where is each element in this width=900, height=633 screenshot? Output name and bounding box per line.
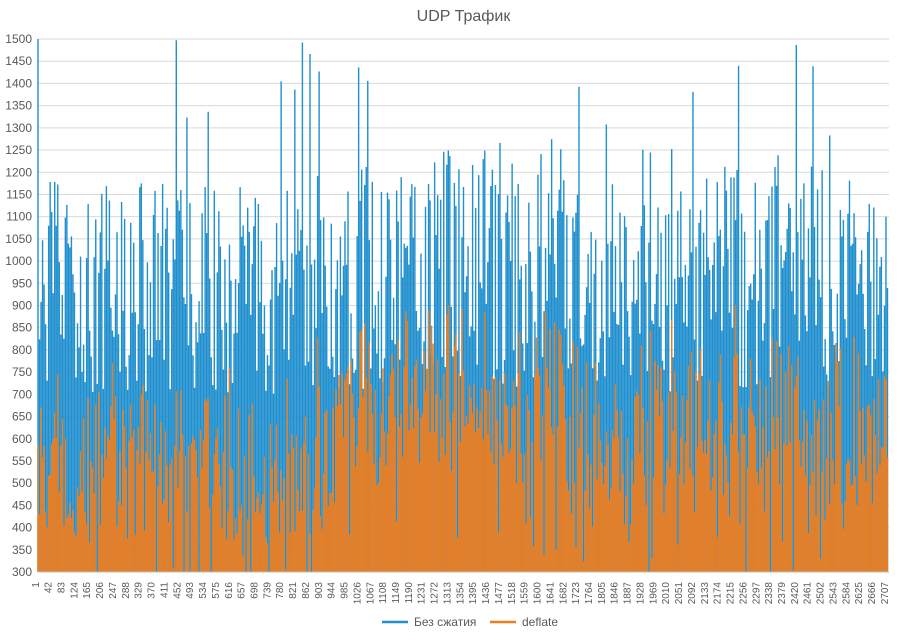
svg-text:903: 903: [314, 582, 325, 599]
svg-text:2707: 2707: [880, 582, 891, 605]
svg-text:2092: 2092: [687, 582, 698, 605]
svg-text:493: 493: [185, 582, 196, 599]
svg-text:600: 600: [12, 432, 32, 446]
svg-text:2051: 2051: [674, 582, 685, 605]
svg-text:780: 780: [275, 582, 286, 599]
svg-text:575: 575: [211, 582, 222, 599]
svg-text:1250: 1250: [5, 143, 32, 157]
svg-text:1100: 1100: [6, 210, 32, 224]
svg-text:83: 83: [56, 582, 67, 594]
svg-text:657: 657: [237, 582, 248, 599]
svg-text:700: 700: [12, 387, 32, 401]
svg-text:1969: 1969: [648, 582, 659, 605]
svg-text:1723: 1723: [571, 582, 582, 605]
svg-text:800: 800: [12, 343, 32, 357]
svg-text:2215: 2215: [726, 582, 737, 605]
svg-text:550: 550: [12, 454, 32, 468]
svg-text:2256: 2256: [738, 582, 749, 605]
svg-text:1050: 1050: [5, 232, 32, 246]
svg-text:288: 288: [121, 582, 132, 599]
svg-text:1500: 1500: [5, 32, 32, 46]
svg-text:370: 370: [147, 582, 158, 599]
svg-text:2297: 2297: [751, 582, 762, 605]
svg-text:2010: 2010: [661, 582, 672, 605]
svg-text:411: 411: [159, 582, 170, 598]
svg-text:534: 534: [198, 582, 209, 599]
svg-text:400: 400: [12, 521, 32, 535]
svg-text:750: 750: [12, 365, 32, 379]
svg-text:2666: 2666: [867, 582, 878, 605]
svg-text:944: 944: [327, 582, 338, 599]
svg-text:2502: 2502: [816, 582, 827, 605]
svg-text:985: 985: [340, 582, 351, 599]
svg-text:1272: 1272: [430, 582, 441, 605]
svg-text:1108: 1108: [378, 582, 389, 604]
svg-text:1682: 1682: [558, 582, 569, 605]
svg-text:329: 329: [134, 582, 145, 599]
svg-text:1150: 1150: [6, 187, 32, 201]
svg-text:1436: 1436: [481, 582, 492, 605]
svg-text:1846: 1846: [610, 582, 621, 605]
svg-text:2174: 2174: [713, 582, 724, 605]
svg-text:1067: 1067: [365, 582, 376, 605]
svg-text:1518: 1518: [507, 582, 518, 605]
svg-text:739: 739: [262, 582, 273, 599]
svg-text:300: 300: [12, 565, 32, 579]
svg-text:1149: 1149: [391, 582, 402, 604]
svg-text:1928: 1928: [635, 582, 646, 605]
svg-text:1000: 1000: [5, 254, 32, 268]
svg-text:124: 124: [69, 582, 80, 599]
svg-text:1300: 1300: [5, 121, 32, 135]
svg-text:500: 500: [12, 476, 32, 490]
svg-text:1395: 1395: [468, 582, 479, 605]
svg-text:2420: 2420: [790, 582, 801, 605]
svg-text:450: 450: [12, 498, 32, 512]
svg-text:350: 350: [12, 543, 32, 557]
svg-text:206: 206: [95, 582, 106, 599]
svg-text:1026: 1026: [352, 582, 363, 605]
svg-text:2625: 2625: [854, 582, 865, 605]
svg-text:1477: 1477: [494, 582, 505, 605]
svg-text:1313: 1313: [442, 582, 453, 605]
svg-text:2543: 2543: [828, 582, 839, 605]
svg-text:deflate: deflate: [522, 615, 558, 629]
svg-text:1559: 1559: [520, 582, 531, 605]
svg-text:862: 862: [301, 582, 312, 599]
svg-text:2133: 2133: [700, 582, 711, 605]
svg-text:1190: 1190: [404, 582, 415, 604]
svg-text:42: 42: [44, 582, 55, 594]
svg-text:1350: 1350: [5, 99, 32, 113]
svg-text:165: 165: [82, 582, 93, 599]
svg-text:1805: 1805: [597, 582, 608, 605]
svg-text:2379: 2379: [777, 582, 788, 605]
svg-text:452: 452: [172, 582, 183, 599]
svg-text:850: 850: [12, 321, 32, 335]
svg-text:616: 616: [224, 582, 235, 599]
svg-text:1600: 1600: [533, 582, 544, 605]
svg-text:1354: 1354: [455, 582, 466, 605]
svg-text:950: 950: [12, 276, 32, 290]
svg-text:650: 650: [12, 410, 32, 424]
svg-text:1887: 1887: [623, 582, 634, 605]
svg-text:1231: 1231: [417, 582, 428, 605]
svg-text:1: 1: [31, 582, 42, 588]
svg-text:247: 247: [108, 582, 119, 599]
svg-text:2584: 2584: [841, 582, 852, 605]
svg-text:821: 821: [288, 582, 299, 599]
svg-text:1450: 1450: [5, 54, 32, 68]
svg-text:1641: 1641: [545, 582, 556, 605]
svg-text:698: 698: [249, 582, 260, 599]
svg-text:1764: 1764: [584, 582, 595, 605]
svg-text:2461: 2461: [803, 582, 814, 605]
svg-text:2338: 2338: [764, 582, 775, 605]
svg-text:1200: 1200: [5, 165, 32, 179]
svg-text:Без сжатия: Без сжатия: [414, 615, 476, 629]
svg-text:900: 900: [12, 299, 32, 313]
svg-text:1400: 1400: [5, 76, 32, 90]
